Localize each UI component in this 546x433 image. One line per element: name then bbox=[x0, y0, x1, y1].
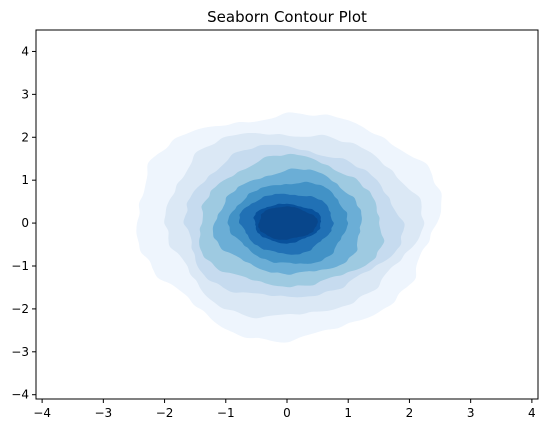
x-tick-label: 0 bbox=[283, 406, 291, 420]
y-axis: −4 −3 −2 −1 0 1 2 3 4 bbox=[11, 44, 36, 402]
x-tick-label: −2 bbox=[156, 406, 174, 420]
y-tick-label: 3 bbox=[21, 87, 29, 101]
y-tick-label: −1 bbox=[11, 259, 29, 273]
y-tick-label: −4 bbox=[11, 388, 29, 402]
plot-area bbox=[35, 29, 539, 400]
contour-layers bbox=[136, 112, 442, 343]
chart-title: Seaborn Contour Plot bbox=[207, 8, 367, 26]
y-tick-label: 0 bbox=[21, 216, 29, 230]
x-tick-label: 1 bbox=[344, 406, 352, 420]
y-tick-label: −2 bbox=[11, 302, 29, 316]
x-tick-label: −3 bbox=[94, 406, 112, 420]
x-tick-label: 3 bbox=[467, 406, 475, 420]
contour-level-9 bbox=[258, 206, 318, 240]
y-tick-label: 4 bbox=[21, 44, 29, 58]
x-tick-label: 2 bbox=[406, 406, 414, 420]
x-tick-label: −4 bbox=[33, 406, 51, 420]
x-tick-label: −1 bbox=[217, 406, 235, 420]
y-tick-label: 2 bbox=[21, 130, 29, 144]
x-axis: −4 −3 −2 −1 0 1 2 3 4 bbox=[33, 399, 536, 420]
y-tick-label: −3 bbox=[11, 345, 29, 359]
y-tick-label: 1 bbox=[21, 173, 29, 187]
x-tick-label: 4 bbox=[528, 406, 536, 420]
